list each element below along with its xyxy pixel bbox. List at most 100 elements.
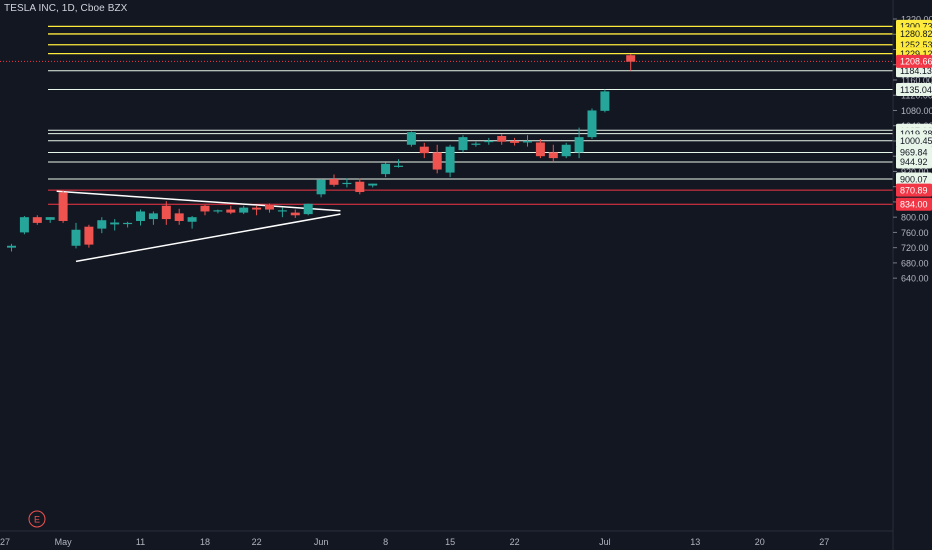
candle-body [381, 163, 391, 175]
candle-body [213, 210, 223, 212]
candle-body [290, 212, 300, 216]
candle-body [316, 179, 326, 195]
price-tick-label: 760.00 [901, 228, 929, 238]
level-price-label-tag [896, 172, 932, 186]
horizontal-levels [0, 25, 893, 205]
level-price-label: 1000.45 [900, 136, 932, 146]
level-price-label-tag [896, 183, 932, 197]
time-axis[interactable]: 27 May 11 18 22 Jun 8 15 22 Jul 13 20 27 [0, 537, 829, 547]
candle-body [32, 217, 42, 223]
earnings-icon[interactable] [28, 510, 46, 528]
candle-body [97, 220, 107, 229]
level-price-label-tag [896, 197, 932, 211]
price-tick-label: 720.00 [901, 243, 929, 253]
time-tick-label: 27 [819, 537, 829, 547]
earnings-marker[interactable]: E [28, 510, 46, 528]
time-tick-label: Jun [314, 537, 329, 547]
price-tick-label: 1160.00 [901, 75, 932, 85]
candle-body [200, 205, 210, 212]
level-price-label: 969.84 [900, 148, 928, 158]
candle-body [458, 137, 468, 151]
time-tick-label: 13 [690, 537, 700, 547]
candle-body [355, 181, 365, 193]
candle-body [419, 146, 429, 154]
time-tick-label: Jul [599, 537, 611, 547]
candle-body [574, 137, 584, 153]
candle-body [187, 217, 197, 222]
candle-body [497, 135, 507, 142]
level-price-label-tag [896, 134, 932, 148]
triangle-pattern [56, 190, 341, 263]
candle-body [342, 182, 352, 185]
candle-body [161, 205, 171, 220]
level-price-label: 1252.53 [900, 40, 932, 50]
level-price-label: 1300.73 [900, 22, 932, 32]
last-price-label: 1208.66 [900, 57, 932, 67]
candle-body [535, 142, 545, 157]
level-price-label-tag [896, 27, 932, 41]
symbol-legend[interactable]: TESLA INC, 1D, Cboe BZX [4, 3, 128, 14]
triangle-upper-line [56, 190, 341, 212]
candle-body [110, 222, 120, 225]
candle-body [432, 152, 442, 170]
candles [7, 54, 636, 252]
time-tick-label: 20 [755, 537, 765, 547]
candle-body [84, 226, 94, 245]
candle-body [7, 245, 16, 248]
time-tick-label: 8 [383, 537, 388, 547]
price-tick-label: 1320.00 [901, 15, 932, 25]
candle-body [484, 140, 494, 143]
level-price-label: 1019.38 [900, 129, 932, 139]
candle-body [277, 210, 287, 212]
candle-body [71, 229, 81, 246]
level-price-label: 944.92 [900, 157, 928, 167]
time-tick-label: 18 [200, 537, 210, 547]
candle-body [510, 140, 520, 143]
time-tick-label: 15 [445, 537, 455, 547]
candle-body [368, 183, 378, 186]
level-price-label: 1135.04 [900, 85, 932, 95]
candle-body [406, 132, 416, 145]
candle-body [600, 91, 610, 111]
candle-body [303, 203, 313, 215]
candle-body [252, 207, 262, 210]
candle-body [123, 222, 133, 225]
candle-body [626, 55, 636, 62]
candle-body [548, 152, 558, 159]
candle-body [329, 179, 339, 185]
candle-body [58, 192, 68, 221]
level-price-label-tag [896, 155, 932, 169]
candle-body [523, 140, 532, 143]
candle-body [174, 213, 184, 221]
candle-body [561, 144, 571, 157]
level-price-label: 1184.13 [900, 66, 932, 76]
level-price-label: 1280.82 [900, 29, 932, 39]
price-tick-label: 680.00 [901, 258, 929, 268]
price-tick-label: 640.00 [901, 274, 929, 284]
time-tick-label: 11 [136, 537, 145, 547]
level-price-label: 834.00 [900, 200, 928, 210]
level-price-label: 900.07 [900, 174, 928, 184]
earnings-letter: E [34, 515, 40, 525]
price-tick-label: 800.00 [901, 213, 929, 223]
level-price-label: 1229.12 [900, 49, 932, 59]
triangle-lower-line [75, 213, 341, 263]
level-price-label-tag [896, 82, 932, 96]
time-tick-label: 22 [252, 537, 262, 547]
candle-body [394, 165, 403, 167]
level-price-label: 870.89 [900, 185, 928, 195]
candle-body [445, 146, 455, 173]
candle-body [148, 213, 158, 220]
candle-body [136, 211, 145, 221]
last-price-label-tag [896, 54, 932, 68]
price-tick-label: 920.00 [901, 167, 929, 177]
price-tick-label: 1080.00 [901, 106, 932, 116]
time-tick-label: 22 [510, 537, 520, 547]
candle-body [265, 204, 274, 210]
candle-body [19, 217, 29, 233]
time-tick-label: 27 [0, 537, 10, 547]
candle-body [471, 143, 481, 145]
